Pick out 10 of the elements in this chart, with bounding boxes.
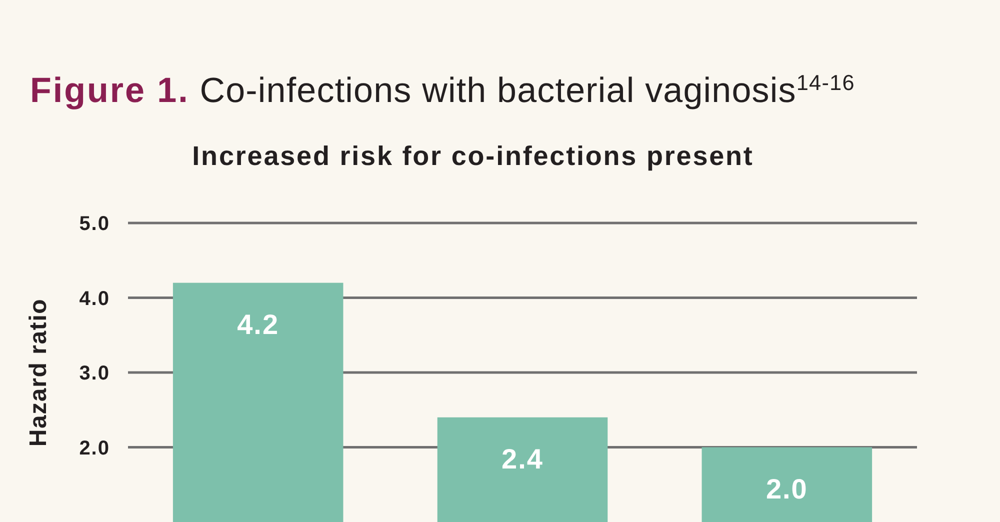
y-tick-label: 4.0 — [79, 288, 110, 310]
y-tick-label: 3.0 — [79, 362, 110, 384]
chart-subtitle: Increased risk for co-infections present — [192, 141, 754, 171]
chart-title: Figure 1. Co-infections with bacterial vaginosis$^{14-16}$ — [30, 70, 855, 110]
data-label: 4.2 — [237, 308, 280, 340]
y-tick-label: 2.0 — [79, 437, 110, 460]
data-label: 2.0 — [766, 473, 808, 504]
y-tick-label: 5.0 — [79, 213, 110, 235]
data-label: 2.4 — [502, 443, 544, 474]
y-axis-title: Hazard ratio — [25, 298, 52, 447]
